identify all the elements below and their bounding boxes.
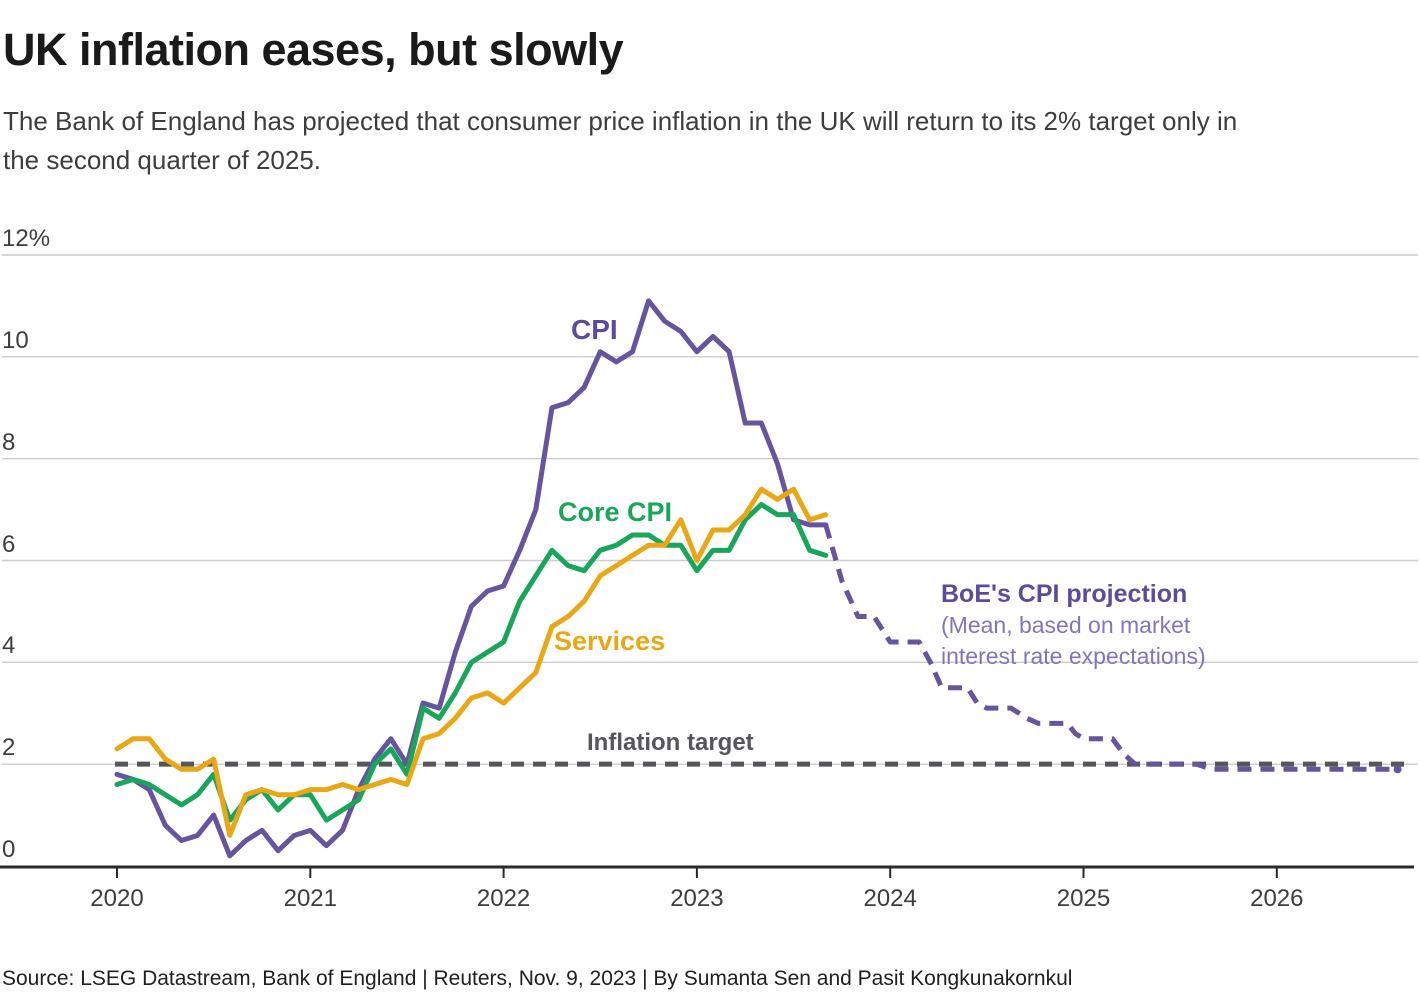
core-cpi-series-label: Core CPI [558, 497, 673, 527]
x-axis-tick-label: 2020 [90, 885, 144, 912]
source-line: Source: LSEG Datastream, Bank of England… [2, 967, 1073, 990]
boe-projection-title: BoE's CPI projection [941, 580, 1188, 608]
services-series-label: Services [554, 626, 666, 656]
x-axis-tick-label: 2025 [1056, 885, 1111, 912]
page-subtitle: The Bank of England has projected that c… [3, 102, 1407, 180]
boe-projection-end-dot [1393, 765, 1402, 774]
y-axis-tick-label: 2 [2, 734, 16, 762]
x-axis-tick-label: 2022 [476, 885, 531, 912]
y-axis-tick-label: 0 [2, 836, 16, 863]
core-cpi-line [114, 501, 829, 823]
boe-projection-label: BoE's CPI projection (Mean, based on mar… [941, 579, 1206, 672]
y-axis-tick-label: 8 [2, 428, 16, 456]
boe-projection-subtext-line2: interest rate expectations) [941, 643, 1206, 669]
inflation-target-label: Inflation target [587, 729, 754, 756]
y-axis-tick-label: 4 [2, 632, 16, 660]
boe-projection-subtext-line1: (Mean, based on market [941, 612, 1191, 638]
page-title: UK inflation eases, but slowly [3, 24, 624, 75]
cpi-line [114, 298, 829, 859]
y-axis-tick-label: 6 [2, 530, 16, 558]
cpi-series-label: CPI [571, 314, 618, 345]
x-axis-tick-label: 2024 [863, 885, 917, 912]
y-axis-tick-label: 12% [2, 225, 51, 252]
x-axis-tick-label: 2023 [670, 885, 724, 912]
page-subtitle-line1: The Bank of England has projected that c… [3, 106, 1238, 136]
x-axis-tick-label: 2026 [1250, 885, 1304, 912]
x-axis-tick-label: 2021 [283, 885, 337, 912]
y-axis-tick-label: 10 [2, 326, 29, 354]
boe-projection-line [823, 524, 1398, 772]
services-line [114, 486, 829, 838]
page-subtitle-line2: the second quarter of 2025. [3, 145, 322, 175]
